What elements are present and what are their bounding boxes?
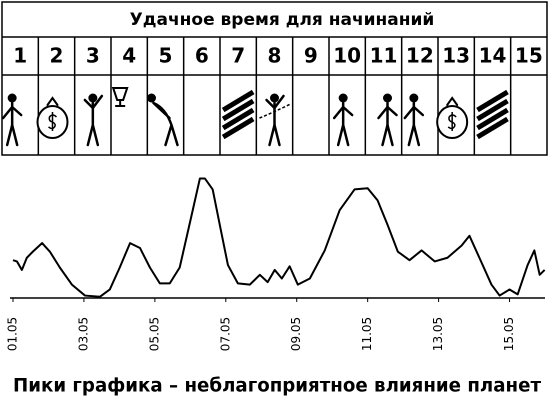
icon-legs — [336, 124, 350, 147]
day-number: 1 — [13, 44, 27, 68]
icon-legs — [407, 124, 421, 147]
icon-stripe — [476, 98, 509, 122]
chart-caption: Пики графика – неблагоприятное влияние п… — [13, 375, 541, 397]
icon-head — [383, 93, 392, 103]
day-number: 8 — [268, 44, 282, 68]
icon-head — [88, 93, 98, 103]
day-number: 12 — [406, 44, 434, 68]
x-tick-label: 09.05 — [289, 317, 303, 351]
day-number: 7 — [231, 44, 245, 68]
icon-arms — [83, 94, 104, 110]
icon-stripe — [476, 89, 509, 113]
icon-dollar — [447, 112, 457, 131]
x-tick-label: 05.05 — [147, 317, 161, 351]
icon-tape — [259, 103, 291, 119]
line-series — [12, 177, 546, 298]
icon-trophy — [111, 87, 129, 107]
table-title: Удачное время для начинаний — [130, 10, 435, 30]
day-number: 9 — [304, 44, 318, 68]
icon-arms — [1, 105, 23, 120]
icon-stripe — [221, 98, 255, 122]
icon-stripe — [476, 116, 509, 140]
icon-arms — [265, 94, 285, 110]
icon-legs — [5, 124, 19, 147]
icon-head — [7, 93, 17, 103]
day-number: 5 — [159, 44, 173, 68]
day-number: 15 — [515, 44, 543, 68]
day-number: 6 — [195, 44, 209, 68]
day-number: 13 — [442, 44, 470, 68]
table-frame — [1, 1, 548, 156]
icon-arms — [377, 105, 398, 120]
day-number: 3 — [86, 44, 100, 68]
icon-legs — [86, 124, 100, 147]
icon-bag-top — [46, 96, 59, 106]
x-tick-label: 15.05 — [502, 317, 516, 351]
day-number: 11 — [370, 44, 398, 68]
day-number: 10 — [333, 44, 361, 68]
x-tick-label: 03.05 — [76, 317, 90, 351]
icon-exercise — [152, 101, 179, 147]
icon-head — [409, 93, 419, 103]
icon-stripe — [221, 116, 255, 140]
icon-head — [338, 93, 348, 103]
icon-stripe — [221, 89, 255, 113]
x-tick-label: 11.05 — [360, 317, 374, 351]
icon-dollar — [48, 112, 58, 131]
icon-head — [270, 93, 279, 103]
day-number: 4 — [122, 44, 136, 68]
icon-head — [147, 93, 156, 103]
x-tick-label: 01.05 — [6, 317, 20, 351]
day-number: 2 — [50, 44, 64, 68]
icon-stripe — [221, 107, 255, 131]
icon-arms — [332, 105, 354, 120]
icon-stripe — [476, 107, 509, 131]
x-tick-label: 13.05 — [431, 317, 445, 351]
day-number: 14 — [479, 44, 507, 68]
icon-arms — [403, 105, 425, 120]
icon-bag-top — [446, 96, 459, 106]
icon-legs — [381, 124, 394, 147]
icon-legs — [268, 124, 281, 147]
x-tick-label: 07.05 — [218, 317, 232, 351]
